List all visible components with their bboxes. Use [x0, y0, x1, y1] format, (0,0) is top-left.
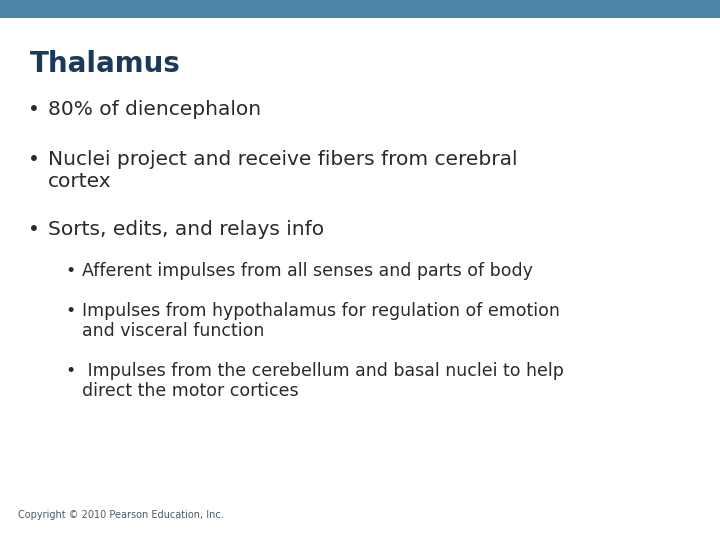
Text: •: • [28, 100, 40, 119]
Text: Sorts, edits, and relays info: Sorts, edits, and relays info [48, 220, 324, 239]
Text: Impulses from hypothalamus for regulation of emotion: Impulses from hypothalamus for regulatio… [82, 302, 560, 320]
Text: Copyright © 2010 Pearson Education, Inc.: Copyright © 2010 Pearson Education, Inc. [18, 510, 224, 520]
Text: •: • [28, 150, 40, 169]
Text: and visceral function: and visceral function [82, 322, 264, 340]
Text: •: • [65, 362, 76, 380]
Text: cortex: cortex [48, 172, 112, 191]
Text: Afferent impulses from all senses and parts of body: Afferent impulses from all senses and pa… [82, 262, 533, 280]
Text: Nuclei project and receive fibers from cerebral: Nuclei project and receive fibers from c… [48, 150, 518, 169]
Bar [0, 0, 720, 18]
Text: •: • [65, 302, 76, 320]
Text: Thalamus: Thalamus [30, 50, 181, 78]
Text: direct the motor cortices: direct the motor cortices [82, 382, 299, 400]
Text: 80% of diencephalon: 80% of diencephalon [48, 100, 261, 119]
Text: •: • [65, 262, 76, 280]
Text: •: • [28, 220, 40, 239]
Text: Impulses from the cerebellum and basal nuclei to help: Impulses from the cerebellum and basal n… [82, 362, 564, 380]
